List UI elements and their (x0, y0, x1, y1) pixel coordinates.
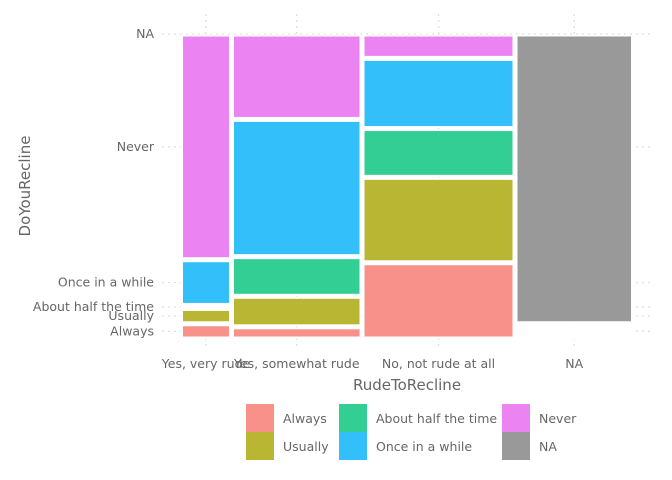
tile-no-not-rude-at-all-once-in-a-while (362, 58, 515, 129)
legend-label-na: NA (539, 439, 557, 454)
tile-na-usually (515, 333, 633, 337)
tile-no-not-rude-at-all-never (362, 34, 515, 58)
legend-swatch-about-half-the-time (339, 404, 367, 432)
tile-na-about-half-the-time (515, 330, 633, 334)
tile-no-not-rude-at-all-about-half-the-time (362, 129, 515, 177)
tile-yes-somewhat-rude-usually (232, 296, 362, 327)
tile-yes-somewhat-rude-never (232, 34, 362, 119)
tile-yes-very-rude-once-in-a-while (181, 260, 231, 305)
legend-item-once-in-a-while: Once in a while (339, 432, 472, 460)
tile-na-never (515, 324, 633, 328)
y-tick-na: NA (136, 26, 154, 41)
legend-swatch-once-in-a-while (339, 432, 367, 460)
legend-item-always: Always (246, 404, 327, 432)
y-tick-about-half-the-time: About half the time (33, 299, 154, 314)
tile-yes-somewhat-rude-once-in-a-while (232, 119, 362, 257)
tile-yes-somewhat-rude-about-half-the-time (232, 257, 362, 296)
legend-label-once-in-a-while: Once in a while (376, 439, 472, 454)
y-axis-title: DoYouRecline (16, 136, 34, 237)
legend-item-usually: Usually (246, 432, 329, 460)
tile-na-once-in-a-while (515, 327, 633, 331)
legend: Always Usually About half the time Once in … (246, 404, 577, 460)
tile-na-always (515, 336, 633, 340)
x-tick-na: NA (565, 356, 583, 371)
tile-yes-somewhat-rude-always (232, 327, 362, 339)
tile-yes-very-rude-about-half-the-time (181, 305, 231, 309)
legend-item-never: Never (502, 404, 577, 432)
legend-swatch-usually (246, 432, 274, 460)
tile-yes-very-rude-never (181, 34, 231, 260)
y-tick-once-in-a-while: Once in a while (58, 275, 154, 290)
tile-na-na (515, 34, 633, 324)
y-tick-never: Never (117, 139, 155, 154)
legend-item-na: NA (502, 432, 557, 460)
x-axis-title: RudeToRecline (353, 376, 461, 394)
legend-label-never: Never (539, 411, 577, 426)
x-tick-yes-very-rude: Yes, very rude (161, 356, 251, 371)
x-tick-no-not-rude-at-all: No, not rude at all (382, 356, 495, 371)
tile-yes-very-rude-usually (181, 309, 231, 324)
tile-no-not-rude-at-all-always (362, 263, 515, 339)
x-tick-yes-somewhat-rude: Yes, somewhat rude (233, 356, 360, 371)
y-tick-usually: Usually (108, 308, 154, 323)
tile-yes-very-rude-always (181, 324, 231, 339)
tile-no-not-rude-at-all-usually (362, 177, 515, 263)
legend-label-always: Always (283, 411, 327, 426)
mosaic-tiles (181, 34, 633, 340)
legend-item-about-half-the-time: About half the time (339, 404, 497, 432)
legend-swatch-always (246, 404, 274, 432)
y-tick-always: Always (110, 323, 154, 338)
legend-swatch-na (502, 432, 530, 460)
legend-label-about-half-the-time: About half the time (376, 411, 497, 426)
legend-label-usually: Usually (283, 439, 329, 454)
legend-swatch-never (502, 404, 530, 432)
